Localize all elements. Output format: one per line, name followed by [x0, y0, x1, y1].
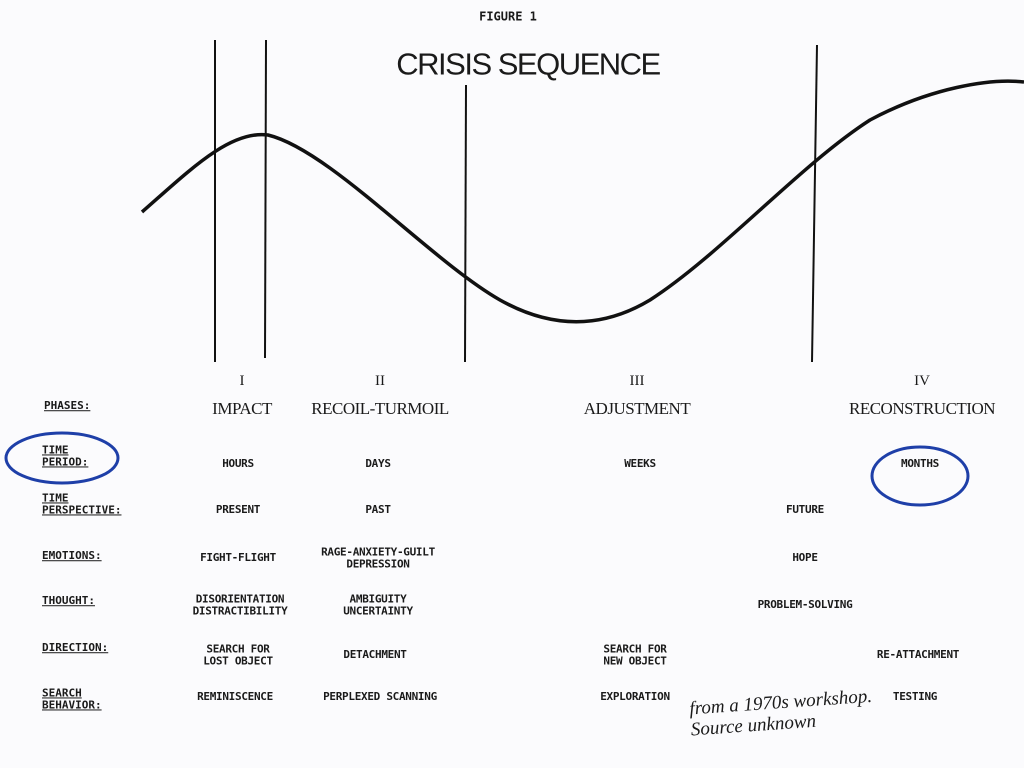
crisis-curve	[140, 79, 1024, 324]
cell: REMINISCENCE	[197, 690, 273, 704]
cell: EXPLORATION	[600, 690, 670, 704]
phase-name: RECONSTRUCTION	[848, 399, 996, 419]
highlight-circle	[4, 431, 120, 485]
cell: RE-ATTACHMENT	[876, 648, 960, 662]
highlight-circle	[870, 445, 970, 507]
phase-numeral: III	[629, 373, 645, 390]
cell: TESTING	[892, 690, 938, 704]
row-label: SEARCH BEHAVIOR:	[42, 686, 102, 711]
row-label: DIRECTION:	[42, 641, 109, 655]
row-label: THOUGHT:	[42, 594, 95, 608]
cell: WEEKS	[624, 457, 656, 471]
figure-label: FIGURE 1	[479, 9, 537, 24]
row-label: PHASES:	[44, 399, 91, 413]
row-label: TIME PERIOD:	[42, 443, 89, 468]
cell: PERPLEXED SCANNING	[323, 690, 437, 704]
phase-dividers	[214, 39, 818, 363]
phase-name: ADJUSTMENT	[583, 399, 691, 419]
phase-numeral: IV	[914, 373, 930, 390]
phase-name: RECOIL-TURMOIL	[311, 399, 449, 419]
cell: RAGE-ANXIETY-GUILT DEPRESSION	[321, 545, 435, 570]
row-label: EMOTIONS:	[42, 549, 102, 563]
cell: SEARCH FOR LOST OBJECT	[203, 642, 273, 667]
phase-numeral: I	[239, 373, 245, 390]
row-label: TIME PERSPECTIVE:	[42, 491, 122, 516]
cell: DAYS	[365, 457, 391, 471]
cell: FUTURE	[786, 503, 824, 517]
cell: AMBIGUITY UNCERTAINTY	[343, 592, 413, 617]
cell: PROBLEM-SOLVING	[757, 598, 853, 612]
cell: PRESENT	[215, 503, 261, 517]
cell: HOURS	[222, 457, 254, 471]
cell: SEARCH FOR NEW OBJECT	[603, 642, 667, 667]
phase-numeral: II	[375, 373, 385, 390]
divider	[811, 44, 818, 363]
cell: DISORIENTATION DISTRACTIBILITY	[192, 592, 288, 617]
title: CRISIS SEQUENCE	[396, 46, 661, 82]
divider	[464, 84, 467, 363]
phase-name: IMPACT	[212, 399, 272, 419]
cell: DETACHMENT	[343, 648, 407, 662]
cell: PAST	[365, 503, 391, 517]
cell: HOPE	[792, 551, 818, 565]
cell: FIGHT-FLIGHT	[200, 551, 276, 565]
divider	[264, 39, 267, 359]
cell: MONTHS	[901, 457, 939, 471]
